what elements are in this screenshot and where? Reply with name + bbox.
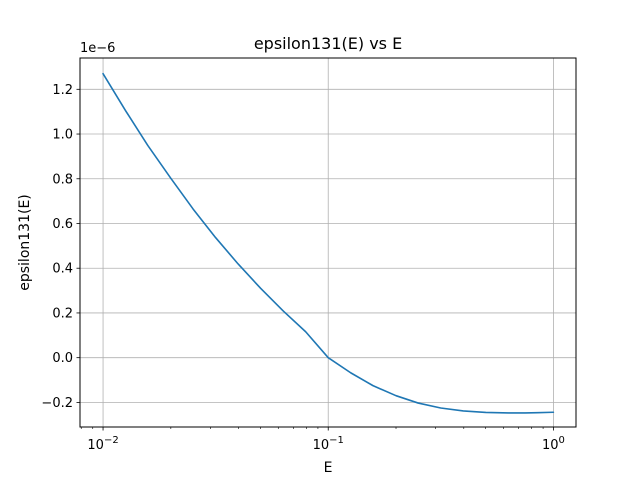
ticks: −0.2 0.0 0.2 0.4 0.6 0.8 1.0 1.2 10−2 10−1 100 — [41, 83, 564, 453]
x-axis-label: E — [324, 460, 333, 476]
y-tick-label: 0.0 — [52, 351, 73, 366]
series-layer — [102, 72, 555, 414]
y-tick-label: 0.2 — [52, 306, 73, 321]
series-line — [102, 72, 555, 414]
y-tick-label: 1.2 — [52, 83, 73, 98]
x-tick-label: 10−2 — [87, 435, 118, 453]
y-offset-label: 1e−6 — [80, 41, 115, 56]
chart-title: epsilon131(E) vs E — [254, 34, 402, 53]
x-tick-label: 100 — [542, 435, 565, 453]
y-tick-label: 0.6 — [52, 217, 73, 232]
y-axis-label: epsilon131(E) — [17, 194, 33, 291]
y-tick-label: 0.4 — [52, 262, 73, 277]
y-tick-label: −0.2 — [41, 396, 73, 411]
grid — [80, 58, 576, 427]
y-tick-label: 0.8 — [52, 172, 73, 187]
y-tick-label: 1.0 — [52, 128, 73, 143]
x-tick-label: 10−1 — [313, 435, 344, 453]
